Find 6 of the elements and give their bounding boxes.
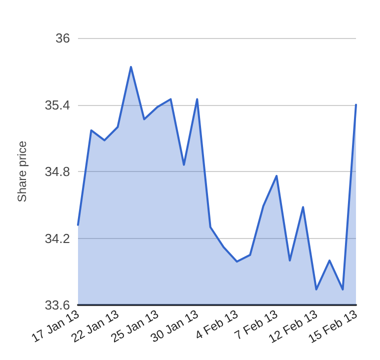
y-tick-label: 34.2 (44, 230, 70, 246)
y-tick-label: 34.8 (44, 164, 70, 179)
y-axis-title: Share price (15, 140, 29, 202)
y-tick-label: 35.4 (44, 97, 70, 112)
y-tick-label: 33.6 (44, 298, 70, 312)
y-tick-label: 36 (56, 30, 70, 46)
